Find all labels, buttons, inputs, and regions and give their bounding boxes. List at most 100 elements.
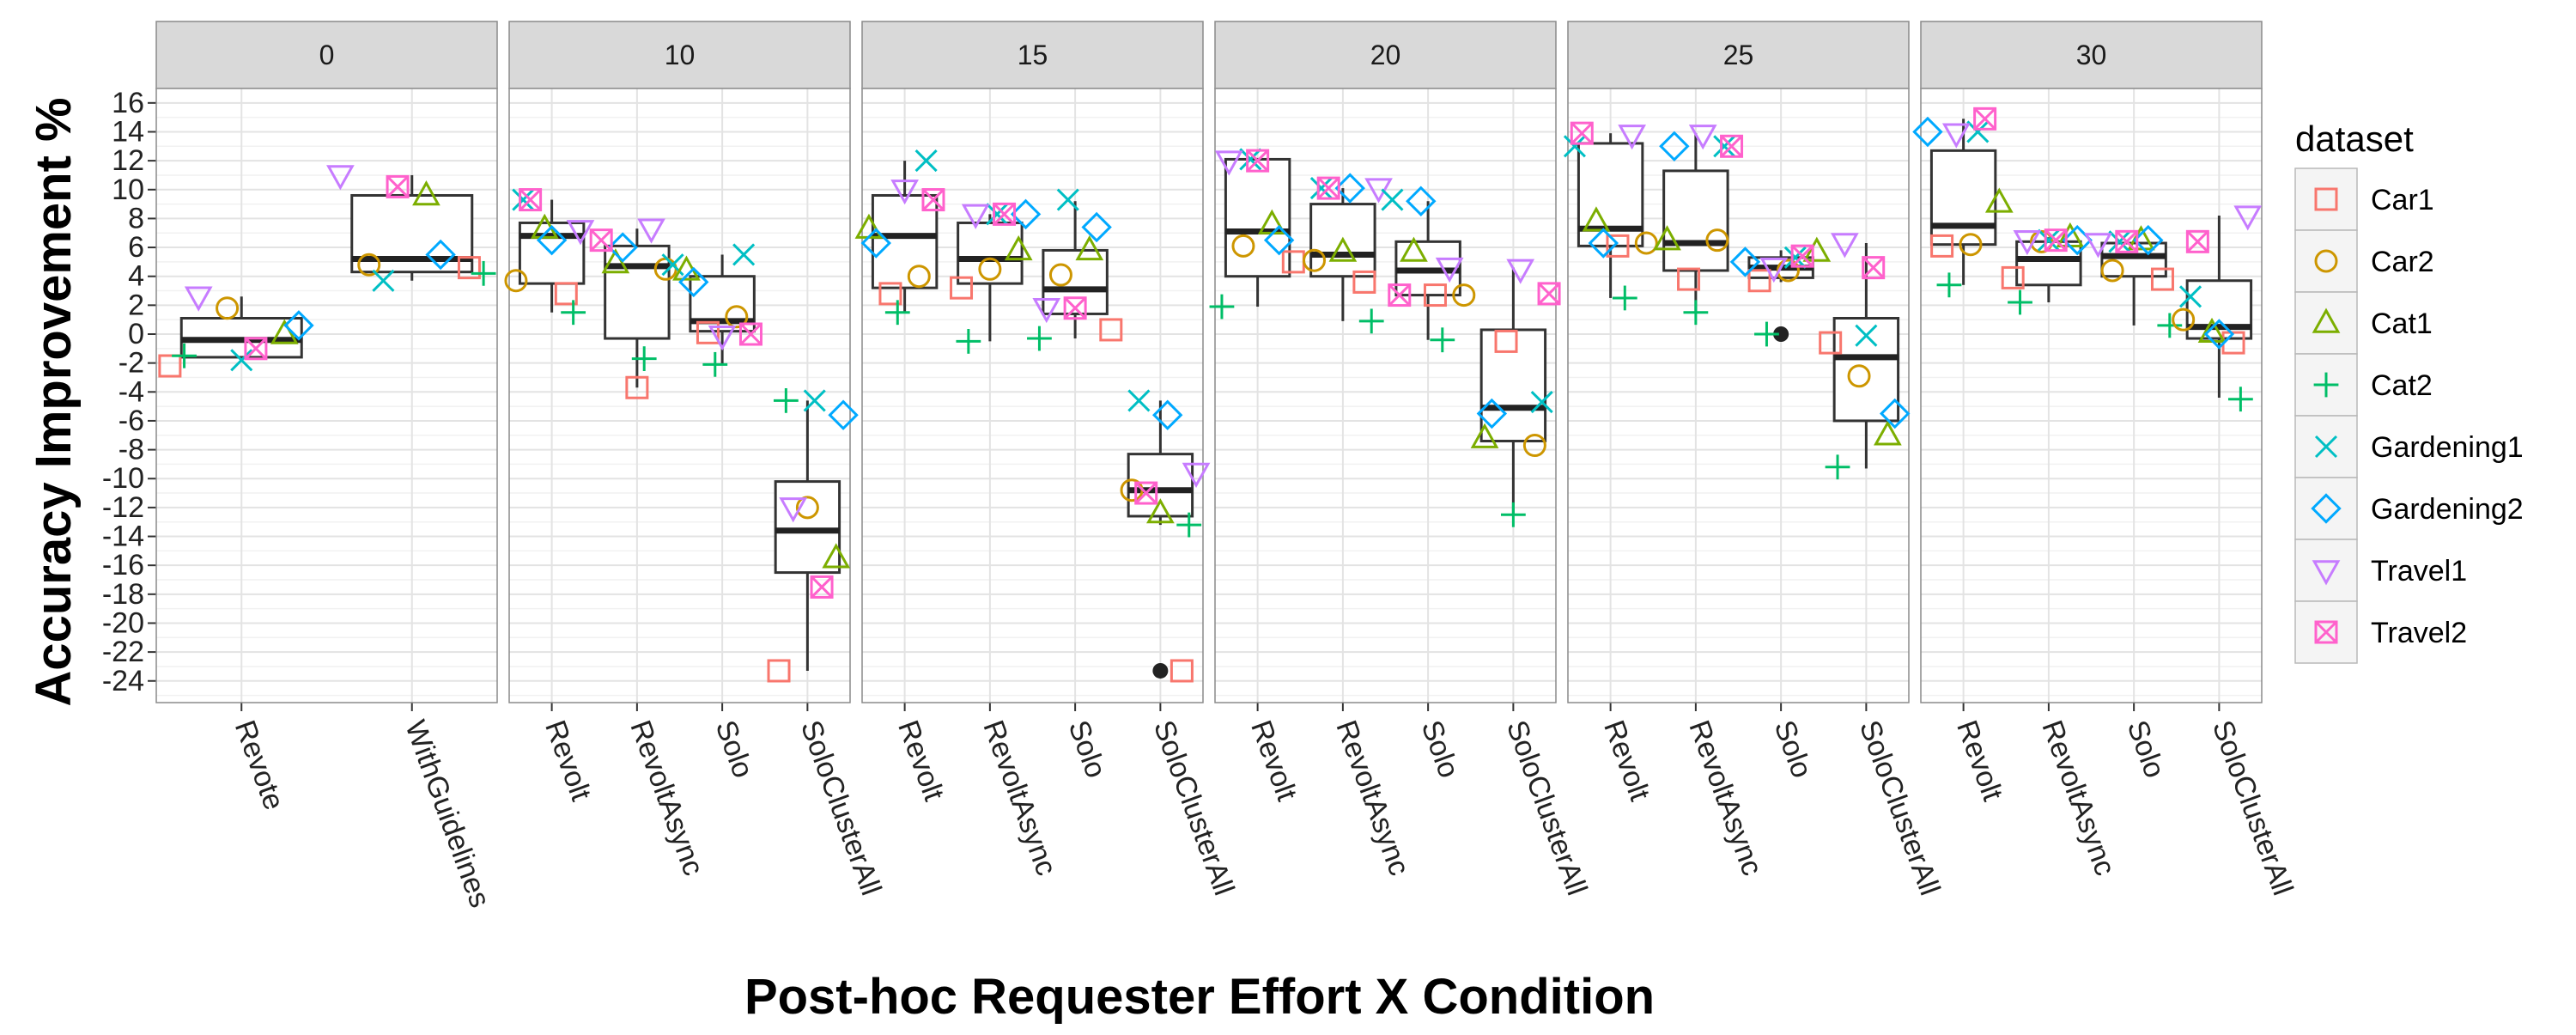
point-cat1-shape	[1582, 206, 1611, 232]
y-tick-label: -18	[102, 578, 144, 611]
y-tick-label: -8	[118, 434, 144, 466]
legend-label: Cat1	[2371, 307, 2433, 340]
point-car2-shape	[1452, 283, 1476, 307]
facet-strip	[1567, 21, 1910, 89]
point-cat1-shape	[1470, 423, 1499, 448]
point-travel2-shape	[2115, 229, 2139, 253]
x-tick-label: RevoltAsync	[1329, 716, 1415, 880]
point-travel1	[637, 218, 665, 244]
x-tick-label: Revote	[228, 716, 291, 814]
point-gardening1-shape-b	[732, 243, 756, 266]
x-tick-label: RevoltAsync	[623, 716, 709, 880]
point-travel2-shape	[1537, 282, 1561, 306]
point-gardening1	[1563, 135, 1587, 158]
legend-entry-cat1: Cat1	[2294, 291, 2433, 355]
point-gardening1-shape-b	[1966, 120, 1990, 143]
point-gardening1	[2108, 230, 2131, 253]
legend-travel2-icon	[2314, 620, 2338, 644]
x-tick-label: SoloClusterAll	[1853, 716, 1947, 900]
point-car2-shape	[1847, 364, 1871, 388]
point-car1-shape	[1099, 318, 1123, 342]
point-travel2	[589, 228, 613, 253]
point-cat1	[270, 319, 299, 344]
point-travel2-shape-b	[1973, 107, 1996, 131]
point-travel2-shape-b	[1064, 296, 1087, 320]
point-car2-shape	[795, 496, 819, 520]
point-travel2-shape	[1973, 107, 1997, 131]
facet-strip-label: 10	[665, 40, 696, 70]
point-travel2-shape-b	[1791, 245, 1814, 268]
point-car1	[950, 276, 974, 300]
point-car2	[725, 305, 749, 329]
point-gardening2	[678, 266, 709, 298]
point-travel2-shape	[921, 188, 945, 212]
point-travel2-shape-b	[1720, 135, 1743, 158]
point-travel1	[2084, 233, 2112, 259]
point-car1	[1819, 331, 1843, 355]
point-gardening2-shape	[828, 399, 859, 430]
x-tick-label: RevoltAsync	[976, 716, 1062, 880]
y-tick-label: 14	[112, 115, 144, 148]
point-travel2-shape-b	[1571, 122, 1594, 145]
point-travel2-shape	[1570, 121, 1594, 145]
box-20-revolt	[1224, 157, 1291, 307]
point-gardening1	[1127, 389, 1151, 412]
point-car1	[1494, 329, 1518, 353]
point-cat2	[1430, 327, 1455, 353]
point-gardening2-shape	[1151, 399, 1183, 430]
point-gardening1-shape-b	[986, 203, 1009, 226]
point-car1	[1423, 283, 1447, 307]
point-gardening1-shape-b	[512, 188, 535, 211]
point-travel2	[1570, 121, 1594, 145]
point-travel1	[1214, 150, 1243, 176]
box-body	[1479, 328, 1547, 442]
point-travel2-shape	[1316, 176, 1340, 200]
y-tick-label: 16	[112, 87, 144, 119]
point-car2	[907, 265, 931, 289]
point-travel1	[1182, 462, 1211, 488]
point-travel2	[1063, 296, 1087, 320]
point-car1-shape	[2150, 267, 2174, 291]
point-cat2	[1027, 326, 1052, 351]
x-tick-label: Revolt	[891, 716, 951, 806]
point-travel1-shape	[2084, 233, 2112, 259]
y-tick-label: 2	[128, 289, 144, 321]
legend-travel1-icon	[2312, 560, 2341, 586]
point-gardening2-shape	[425, 239, 456, 271]
point-gardening1-shape-b	[661, 253, 684, 277]
legend-entry-gardening1: Gardening1	[2294, 415, 2524, 478]
point-travel2	[1862, 256, 1886, 280]
point-cat1-shape	[1984, 187, 2014, 213]
point-travel2-shape-b	[921, 188, 945, 211]
y-tick-label: -22	[102, 636, 144, 668]
legend-key	[2294, 229, 2358, 293]
point-cat1-shape	[1400, 236, 1428, 262]
point-travel2	[810, 575, 834, 599]
point-gardening1-shape-b	[1563, 135, 1587, 158]
point-travel2-shape-b	[2186, 230, 2209, 253]
legend-label: Gardening1	[2371, 431, 2524, 464]
point-car1	[2150, 267, 2174, 291]
facet-strip-label: 0	[319, 40, 335, 70]
point-travel2-shape-b	[2115, 230, 2138, 253]
point-gardening2	[1912, 116, 1943, 148]
legend-travel2-icon-shape	[2314, 620, 2338, 644]
x-tick-label: RevoltAsync	[1682, 716, 1768, 880]
outlier-point	[1152, 662, 1169, 679]
y-tick-label: -2	[118, 347, 144, 380]
point-gardening2-shape	[1729, 247, 1761, 277]
point-gardening2-shape	[283, 310, 314, 341]
point-travel2	[2185, 229, 2209, 253]
point-travel1-shape	[566, 220, 595, 246]
legend-car1-icon-shape	[2314, 187, 2338, 211]
point-travel2-shape	[589, 228, 613, 253]
point-car2	[504, 269, 528, 293]
point-car2-shape	[1705, 228, 1729, 253]
point-travel1-shape	[779, 497, 808, 523]
point-car1	[625, 375, 649, 399]
point-gardening1	[1239, 148, 1262, 171]
point-travel2-shape-b	[1317, 177, 1340, 200]
